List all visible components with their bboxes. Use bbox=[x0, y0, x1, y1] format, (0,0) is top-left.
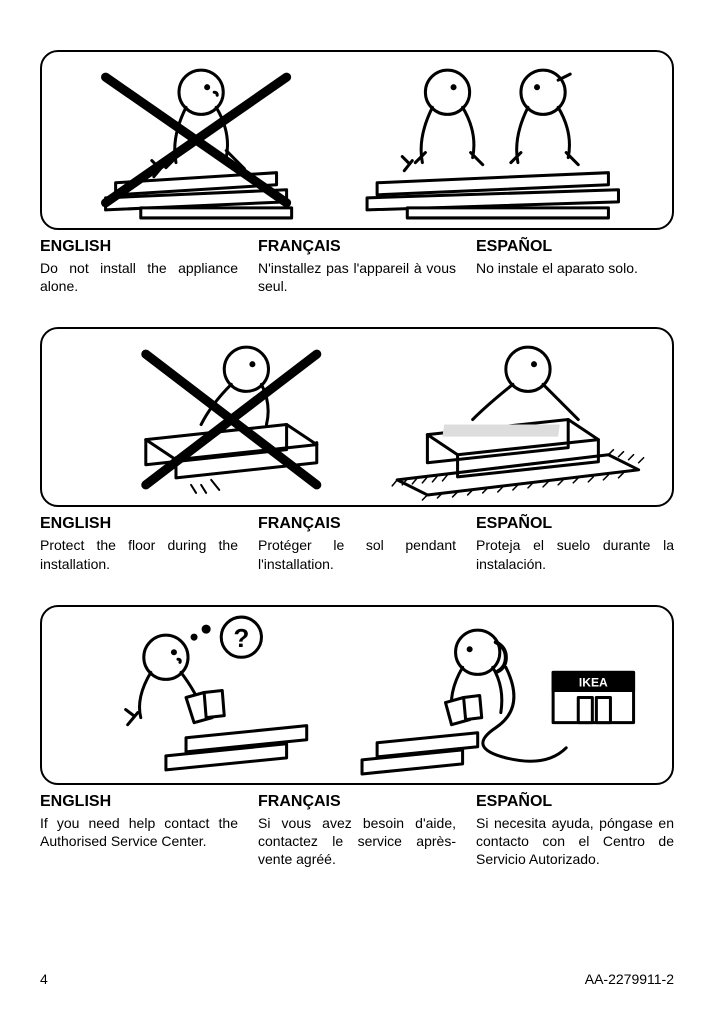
body-espanol-2: Proteja el suelo durante la instalación. bbox=[476, 536, 674, 572]
heading-espanol-3: ESPAÑOL bbox=[476, 793, 674, 811]
panel-3: ? bbox=[40, 605, 674, 785]
body-espanol-1: No instale el aparato solo. bbox=[476, 259, 674, 277]
col-espanol-3: ESPAÑOL Si necesita ayuda, póngase en co… bbox=[476, 793, 674, 869]
body-english-1: Do not install the appliance alone. bbox=[40, 259, 238, 295]
panel-2-illustration bbox=[42, 329, 672, 505]
col-espanol-1: ESPAÑOL No instale el aparato solo. bbox=[476, 238, 674, 295]
heading-espanol-1: ESPAÑOL bbox=[476, 238, 674, 256]
panel-1 bbox=[40, 50, 674, 230]
body-francais-3: Si vous avez besoin d'aide, contactez le… bbox=[258, 814, 456, 869]
body-espanol-3: Si necesita ayuda, póngase en contacto c… bbox=[476, 814, 674, 869]
body-francais-2: Protéger le sol pendant l'installation. bbox=[258, 536, 456, 572]
heading-english-3: ENGLISH bbox=[40, 793, 238, 811]
heading-francais-3: FRANÇAIS bbox=[258, 793, 456, 811]
col-english-1: ENGLISH Do not install the appliance alo… bbox=[40, 238, 238, 295]
heading-english-2: ENGLISH bbox=[40, 515, 238, 533]
heading-espanol-2: ESPAÑOL bbox=[476, 515, 674, 533]
footer: 4 AA-2279911-2 bbox=[40, 971, 674, 987]
text-row-1: ENGLISH Do not install the appliance alo… bbox=[40, 238, 674, 295]
col-espanol-2: ESPAÑOL Proteja el suelo durante la inst… bbox=[476, 515, 674, 572]
svg-text:?: ? bbox=[233, 623, 249, 653]
page-number: 4 bbox=[40, 971, 48, 987]
panel-2 bbox=[40, 327, 674, 507]
heading-francais-1: FRANÇAIS bbox=[258, 238, 456, 256]
text-row-2: ENGLISH Protect the floor during the ins… bbox=[40, 515, 674, 572]
body-english-2: Protect the floor during the installatio… bbox=[40, 536, 238, 572]
col-francais-1: FRANÇAIS N'installez pas l'appareil à vo… bbox=[258, 238, 456, 295]
heading-francais-2: FRANÇAIS bbox=[258, 515, 456, 533]
panel-3-illustration: ? bbox=[42, 607, 672, 783]
col-francais-2: FRANÇAIS Protéger le sol pendant l'insta… bbox=[258, 515, 456, 572]
body-english-3: If you need help contact the Authorised … bbox=[40, 814, 238, 850]
col-francais-3: FRANÇAIS Si vous avez besoin d'aide, con… bbox=[258, 793, 456, 869]
col-english-2: ENGLISH Protect the floor during the ins… bbox=[40, 515, 238, 572]
panel-1-illustration bbox=[42, 52, 672, 228]
col-english-3: ENGLISH If you need help contact the Aut… bbox=[40, 793, 238, 869]
body-francais-1: N'installez pas l'appareil à vous seul. bbox=[258, 259, 456, 295]
text-row-3: ENGLISH If you need help contact the Aut… bbox=[40, 793, 674, 869]
doc-number: AA-2279911-2 bbox=[585, 971, 674, 987]
heading-english-1: ENGLISH bbox=[40, 238, 238, 256]
svg-text:IKEA: IKEA bbox=[579, 675, 608, 689]
